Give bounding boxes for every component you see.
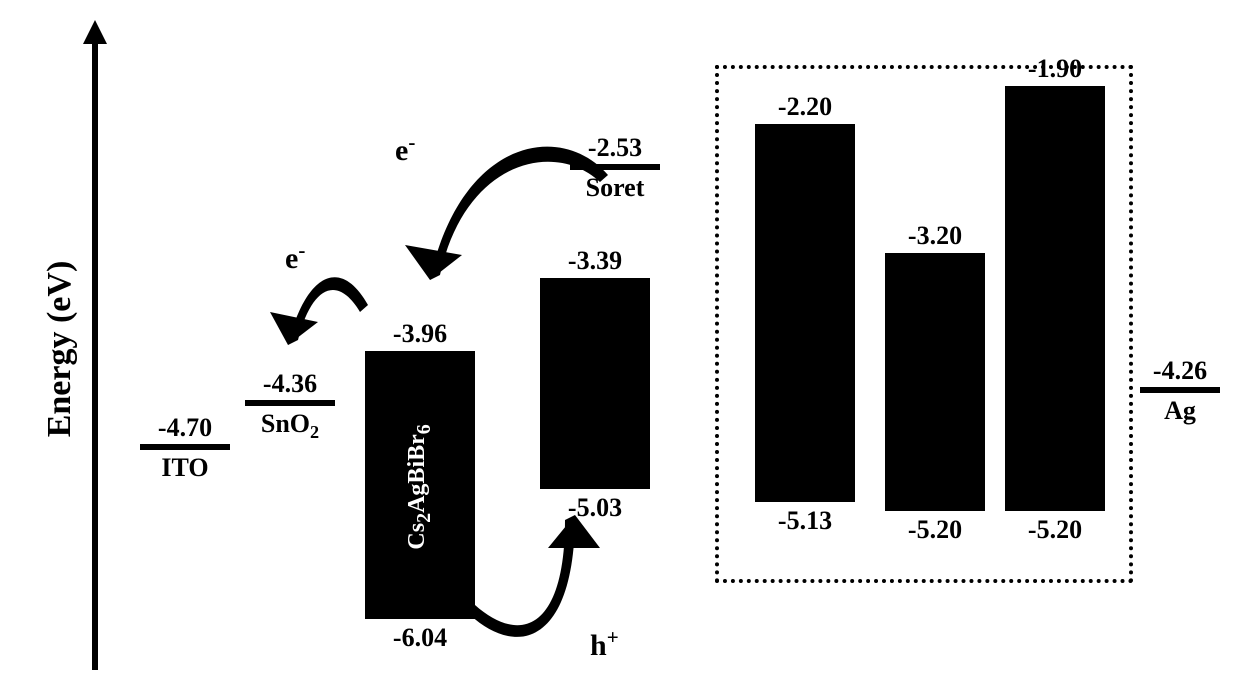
energy-diagram: Energy (eV) -4.70ITO-4.36SnO2-2.53Soret-… <box>0 0 1240 695</box>
arrow-cs-to-qband-hole-body <box>470 515 575 637</box>
arrow-soret-to-cs-label: e- <box>395 130 415 168</box>
arrow-cs-to-sno2-label: e- <box>285 238 305 276</box>
arrow-cs-to-sno2 <box>270 277 368 345</box>
arrow-cs-to-qband-hole <box>470 515 600 637</box>
arrow-cs-to-qband-hole-head <box>548 515 600 548</box>
arrow-soret-to-cs <box>405 147 608 280</box>
arrow-cs-to-sno2-head <box>270 312 318 345</box>
arrow-cs-to-qband-hole-label: h+ <box>590 625 619 663</box>
arrow-soret-to-cs-head <box>405 245 462 280</box>
arrows-layer <box>0 0 1240 695</box>
arrow-soret-to-cs-body <box>430 147 608 280</box>
